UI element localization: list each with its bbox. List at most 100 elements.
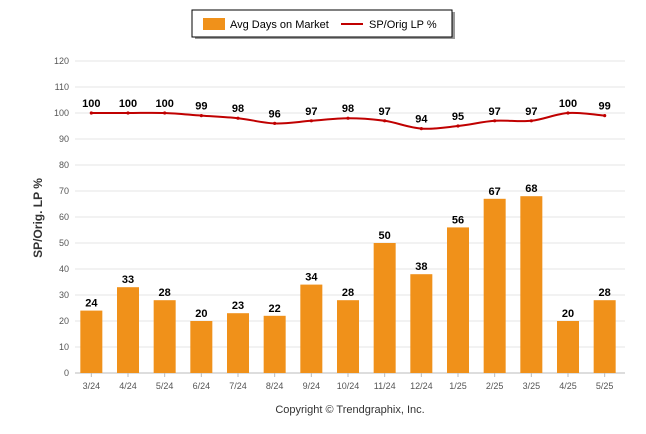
line-point	[89, 111, 93, 115]
bar-data-labels: 24 33 28 20 23 22 34 28 50 38 56 67 68 20 28	[85, 183, 611, 320]
legend-box	[191, 9, 453, 38]
line-point	[163, 111, 167, 115]
bar-value-label: 20	[562, 308, 574, 320]
x-tick-label: 3/25	[523, 381, 541, 391]
y-tick-label: 60	[59, 212, 69, 222]
legend: Avg Days on Market SP/Orig LP %	[191, 9, 455, 39]
legend-swatch-bar	[203, 18, 225, 30]
x-tick-label: 5/25	[596, 381, 614, 391]
line-point	[383, 119, 387, 123]
line-value-label: 98	[342, 103, 354, 115]
line-point	[419, 127, 423, 131]
line-point	[456, 124, 460, 128]
line-value-label: 99	[195, 101, 207, 113]
y-tick-label: 110	[55, 82, 69, 92]
bar-value-label: 68	[525, 183, 537, 195]
line-point	[529, 119, 533, 123]
y-tick-label: 20	[59, 316, 69, 326]
line-value-label: 100	[82, 98, 100, 110]
x-tick-label: 7/24	[229, 381, 247, 391]
line-value-label: 95	[452, 111, 464, 123]
bar-value-label: 34	[305, 272, 318, 284]
bar-value-label: 33	[122, 274, 134, 286]
legend-label-line: SP/Orig LP %	[369, 19, 437, 31]
bar-value-label: 38	[415, 261, 427, 273]
y-tick-label: 10	[59, 342, 69, 352]
line-value-label: 97	[305, 106, 317, 118]
line-point	[566, 111, 570, 115]
bar-value-label: 67	[489, 186, 501, 198]
legend-label-bar: Avg Days on Market	[230, 19, 329, 31]
bar	[373, 243, 396, 373]
bar	[520, 196, 543, 373]
line-value-label: 97	[489, 106, 501, 118]
copyright-text: Copyright © Trendgraphix, Inc.	[275, 404, 424, 416]
bar	[190, 321, 213, 373]
y-tick-label: 120	[54, 56, 69, 66]
y-tick-label: 70	[59, 186, 69, 196]
x-tick-label: 4/24	[119, 381, 137, 391]
line-point	[309, 119, 313, 123]
bar	[483, 198, 506, 373]
x-tick-label: 4/25	[559, 381, 577, 391]
x-tick-label: 11/24	[374, 381, 396, 391]
y-tick-label: 40	[59, 264, 69, 274]
y-tick-label: 80	[59, 160, 69, 170]
line-series	[89, 111, 607, 131]
x-tick-label: 12/24	[410, 381, 433, 391]
line-point	[346, 116, 350, 120]
line-value-label: 96	[269, 108, 281, 120]
bar	[300, 284, 323, 373]
line-value-label: 100	[559, 98, 577, 110]
bar	[263, 315, 286, 373]
y-tick-label: 90	[59, 134, 69, 144]
bar	[593, 300, 616, 373]
y-axis-label: SP/Orig. LP %	[31, 178, 45, 258]
bar-value-label: 20	[195, 308, 207, 320]
bar-value-label: 56	[452, 214, 464, 226]
line-point	[603, 114, 607, 118]
x-tick-label: 8/24	[266, 381, 284, 391]
bar	[337, 300, 359, 373]
line-value-label: 94	[415, 114, 428, 126]
line-value-label: 99	[599, 101, 611, 113]
y-tick-label: 100	[54, 108, 69, 118]
bars	[80, 196, 616, 373]
bar-value-label: 28	[599, 287, 611, 299]
bar	[227, 313, 249, 373]
x-tick-label: 10/24	[337, 381, 360, 391]
bar	[557, 321, 579, 373]
bar	[447, 227, 469, 373]
bar-value-label: 24	[85, 298, 98, 310]
line-value-label: 98	[232, 103, 244, 115]
y-tick-label: 50	[59, 238, 69, 248]
line-point	[126, 111, 130, 115]
x-tick-label: 9/24	[303, 381, 321, 391]
line-data-labels: 100 100 100 99 98 96 97 98 97 94 95 97 97 100 99	[82, 98, 611, 126]
x-tick-label: 6/24	[193, 381, 211, 391]
x-tick-label: 2/25	[486, 381, 504, 391]
bar-value-label: 22	[269, 303, 281, 315]
bar	[153, 300, 176, 373]
x-tick-label: 5/24	[156, 381, 174, 391]
line-value-label: 97	[525, 106, 537, 118]
x-tick-label: 1/25	[449, 381, 467, 391]
line-value-label: 100	[119, 98, 137, 110]
line-value-label: 100	[155, 98, 173, 110]
bar-value-label: 28	[159, 287, 171, 299]
y-tick-label: 0	[64, 368, 69, 378]
line-point	[493, 119, 497, 123]
line-value-label: 97	[379, 106, 391, 118]
bar-value-label: 28	[342, 287, 354, 299]
y-tick-labels: 0 10 20 30 40 50 60 70 80 90 100 110 120	[54, 56, 69, 378]
bar	[80, 310, 103, 373]
line-point	[236, 116, 240, 120]
line-point	[273, 121, 277, 125]
bar	[117, 287, 139, 373]
bar	[410, 274, 433, 373]
bar-value-label: 50	[379, 230, 391, 242]
bar-value-label: 23	[232, 300, 244, 312]
line-point	[199, 114, 203, 118]
x-tick-label: 3/24	[83, 381, 101, 391]
